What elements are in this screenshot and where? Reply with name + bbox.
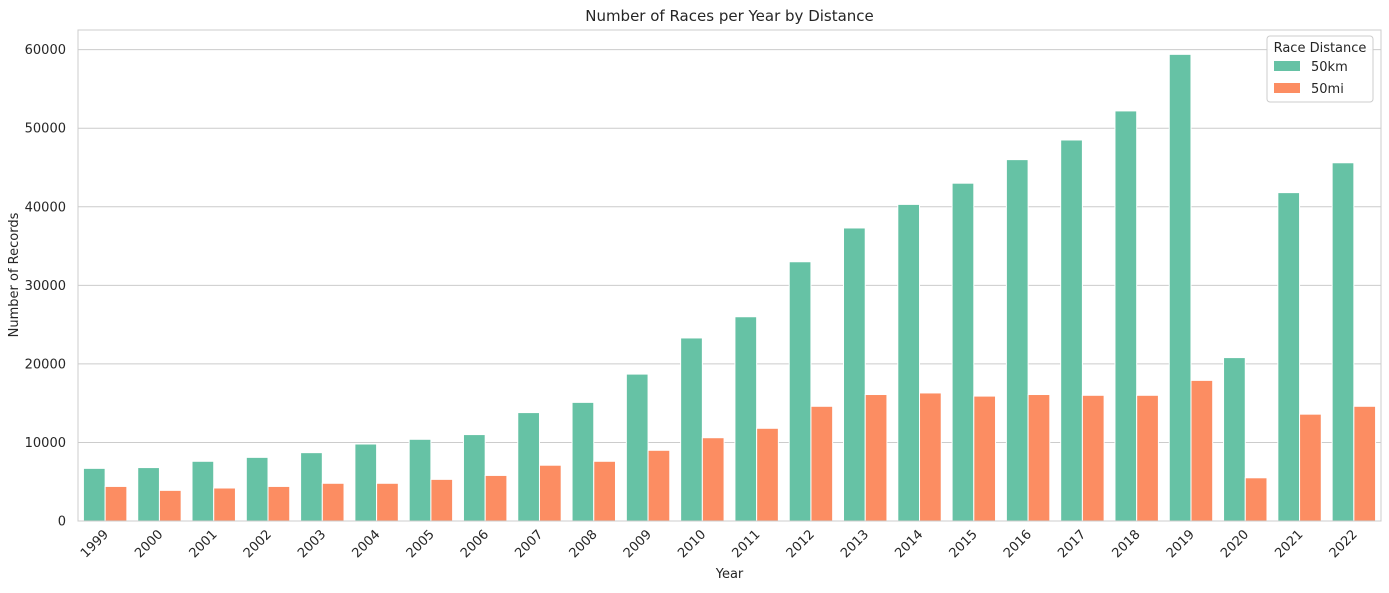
y-tick-label: 0 [58,515,66,530]
bar-50mi-2006 [484,474,508,522]
bar-50mi-2012 [810,405,834,522]
bar-50km-2005 [408,438,432,522]
bar-50km-2003 [300,452,323,522]
bar-50km-2021 [1277,192,1301,522]
x-tick-label: 2007 [512,527,546,561]
x-tick-label: 2000 [132,527,166,561]
bar-50km-2015 [951,182,975,522]
bar-50km-2000 [137,467,160,522]
x-tick-label: 2014 [892,527,926,561]
y-tick-labels: 0 10000 20000 30000 40000 50000 60000 [25,43,66,529]
bar-50mi-2009 [647,449,671,522]
y-tick-label: 20000 [25,357,66,372]
legend-label-50mi: 50mi [1311,82,1344,97]
y-tick-label: 30000 [25,279,66,294]
bar-50mi-2002 [267,485,291,522]
bar-50km-2018 [1114,110,1138,522]
plot-frame [77,29,1382,522]
bar-50mi-2014 [919,392,942,522]
bar-50km-2020 [1223,357,1246,522]
bar-50km-2008 [571,401,595,522]
legend: Race Distance 50km 50mi [1266,35,1374,103]
x-tick-label: 2010 [675,527,709,561]
legend-title: Race Distance [1274,41,1367,56]
bar-50km-2022 [1331,162,1355,522]
x-tick-label: 2021 [1272,527,1306,561]
bar-50mi-2019 [1190,379,1214,522]
x-tick-label: 2019 [1164,527,1198,561]
bar-50mi-2015 [973,395,997,522]
bar-50mi-2010 [701,437,725,522]
bar-50mi-2005 [430,478,454,522]
x-tick-labels: 1999 2000 2001 2002 2003 2004 2005 2006 2007 2008… [78,527,1361,561]
x-tick-label: 2020 [1218,527,1252,561]
bar-50mi-2011 [756,427,779,522]
bar-50km-2016 [1005,159,1029,522]
bar-50km-2009 [625,373,649,522]
y-tick-label: 60000 [25,43,66,58]
x-tick-label: 2008 [567,527,601,561]
bar-50km-2013 [843,227,866,522]
bar-50mi-2013 [864,394,888,522]
bar-50km-2006 [462,434,486,522]
bar-50mi-2001 [213,487,236,522]
x-tick-label: 2004 [349,527,383,561]
bar-50km-2007 [517,412,540,522]
bar-50mi-2004 [376,482,399,522]
x-axis-label: Year [715,567,744,582]
bar-50mi-2016 [1027,394,1051,522]
bar-50km-2014 [897,203,921,522]
legend-label-50km: 50km [1311,60,1348,75]
bar-50mi-2007 [538,464,562,522]
x-tick-label: 2017 [1055,527,1089,561]
x-tick-label: 2015 [947,527,981,561]
bar-50mi-2018 [1136,394,1159,522]
x-tick-label: 2011 [729,527,763,561]
x-tick-label: 2009 [621,527,655,561]
x-tick-label: 2003 [295,527,329,561]
bar-50mi-2000 [158,489,182,522]
x-tick-label: 2022 [1327,527,1361,561]
bar-50km-1999 [82,467,106,522]
x-tick-label: 2016 [1001,527,1035,561]
legend-swatch-50mi [1274,83,1300,93]
bar-50mi-2022 [1353,405,1377,522]
bar-50mi-1999 [104,485,128,522]
x-tick-label: 2001 [187,527,221,561]
legend-swatch-50km [1274,61,1300,71]
bar-50mi-2008 [593,460,616,522]
bar-50km-2002 [245,456,269,522]
x-tick-label: 2002 [241,527,275,561]
x-tick-label: 2018 [1110,527,1144,561]
bars [82,53,1377,522]
x-tick-label: 2012 [784,527,818,561]
bar-50mi-2003 [321,482,345,522]
chart-title: Number of Races per Year by Distance [585,7,874,25]
bar-50km-2017 [1060,139,1083,522]
x-tick-label: 2006 [458,527,492,561]
y-tick-label: 40000 [25,200,66,215]
y-tick-label: 10000 [25,436,66,451]
bar-50km-2011 [734,316,758,522]
y-tick-label: 50000 [25,122,66,137]
bar-50km-2004 [354,443,378,522]
bar-50mi-2020 [1244,477,1268,522]
plot-background [78,30,1381,521]
x-tick-label: 2013 [838,527,872,561]
x-tick-label: 1999 [78,527,112,561]
bar-50km-2010 [680,337,703,522]
bar-50km-2001 [191,460,215,522]
bar-50km-2012 [788,261,812,522]
bar-50km-2019 [1168,53,1192,522]
y-axis-label: Number of Records [7,212,22,337]
bar-50mi-2021 [1299,413,1322,522]
bar-50mi-2017 [1081,394,1105,522]
x-tick-label: 2005 [404,527,438,561]
